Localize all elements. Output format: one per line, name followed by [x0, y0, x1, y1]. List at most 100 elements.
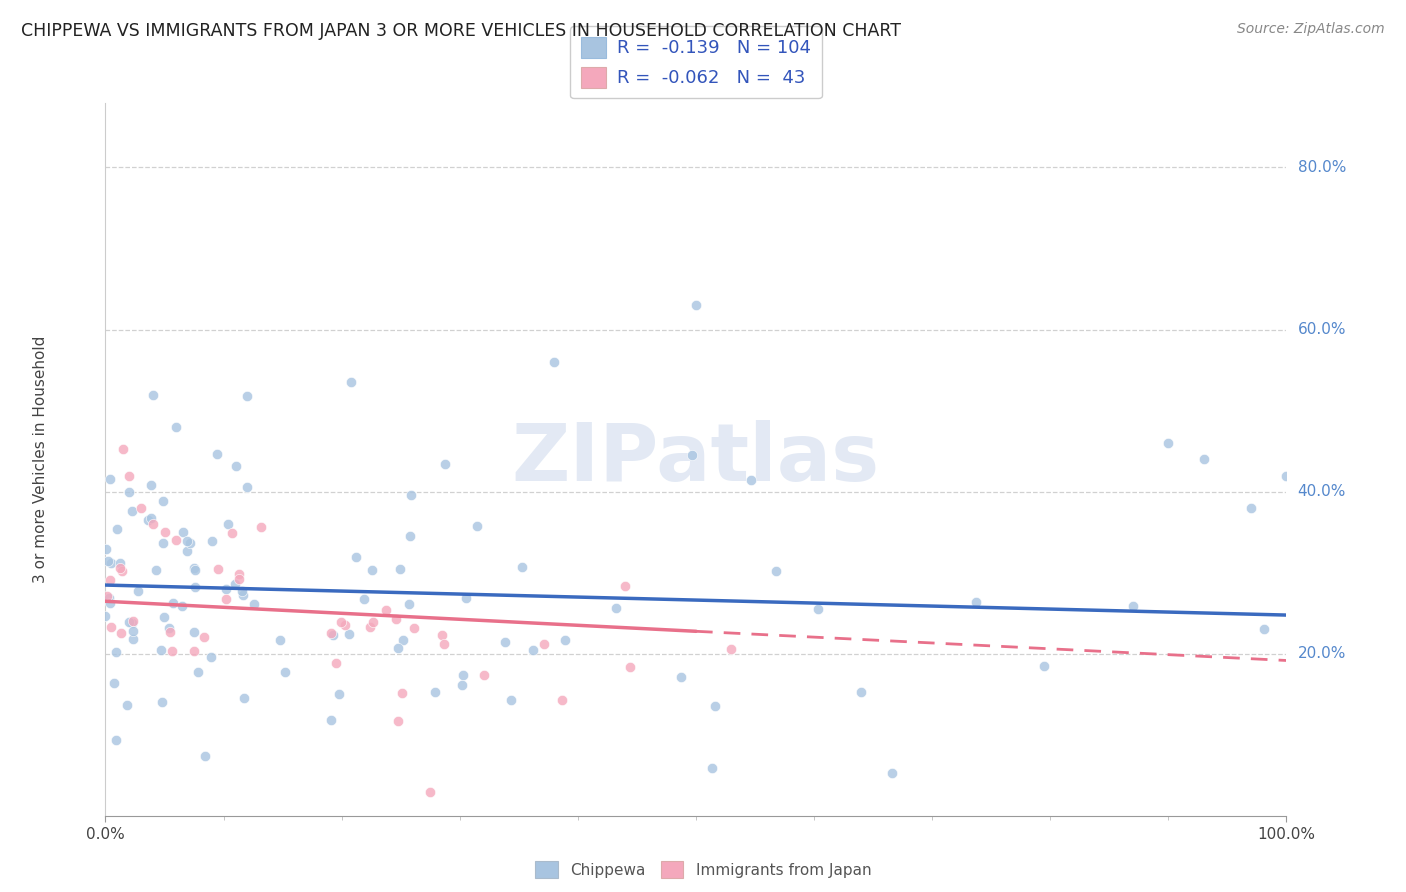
- Point: [159, 624, 181, 639]
- Point: [160, 644, 183, 658]
- Point: [451, 667, 474, 681]
- Point: [387, 641, 409, 656]
- Point: [108, 561, 131, 575]
- Point: [183, 644, 205, 658]
- Point: [152, 494, 174, 508]
- Point: [551, 693, 574, 707]
- Point: [765, 565, 787, 579]
- Point: [176, 543, 198, 558]
- Point: [228, 573, 250, 587]
- Point: [700, 761, 723, 775]
- Point: [118, 468, 141, 483]
- Point: [224, 576, 246, 591]
- Point: [614, 579, 637, 593]
- Point: [339, 376, 361, 390]
- Point: [110, 626, 132, 640]
- Point: [104, 733, 127, 747]
- Point: [681, 448, 703, 462]
- Point: [100, 596, 122, 610]
- Point: [104, 645, 127, 659]
- Point: [231, 583, 253, 598]
- Point: [121, 632, 143, 646]
- Point: [141, 477, 163, 491]
- Point: [328, 687, 350, 701]
- Point: [236, 480, 259, 494]
- Point: [522, 642, 544, 657]
- Point: [122, 624, 145, 638]
- Point: [187, 665, 209, 679]
- Point: [353, 591, 375, 606]
- Point: [392, 633, 415, 648]
- Point: [740, 474, 762, 488]
- Text: 40.0%: 40.0%: [1298, 484, 1346, 500]
- Point: [387, 714, 409, 729]
- Point: [138, 513, 160, 527]
- Point: [121, 616, 143, 631]
- Point: [1122, 599, 1144, 613]
- Point: [321, 626, 343, 640]
- Point: [127, 584, 149, 599]
- Point: [329, 615, 352, 629]
- Point: [337, 627, 360, 641]
- Point: [142, 517, 165, 532]
- Point: [465, 519, 488, 533]
- Point: [228, 567, 250, 582]
- Point: [152, 695, 174, 709]
- Point: [150, 642, 173, 657]
- Point: [142, 387, 165, 401]
- Point: [388, 562, 411, 576]
- Point: [402, 621, 425, 635]
- Point: [153, 525, 176, 540]
- Text: 3 or more Vehicles in Household: 3 or more Vehicles in Household: [32, 335, 48, 583]
- Point: [359, 620, 381, 634]
- Point: [111, 564, 134, 578]
- Point: [100, 556, 122, 570]
- Point: [97, 554, 120, 568]
- Point: [1032, 659, 1054, 673]
- Point: [344, 549, 367, 564]
- Point: [129, 501, 152, 516]
- Point: [1240, 501, 1263, 516]
- Point: [433, 457, 456, 471]
- Point: [184, 580, 207, 594]
- Point: [425, 685, 447, 699]
- Point: [111, 442, 134, 456]
- Point: [1275, 468, 1298, 483]
- Point: [94, 542, 117, 557]
- Point: [250, 519, 273, 533]
- Point: [165, 533, 187, 548]
- Point: [94, 609, 117, 624]
- Point: [432, 637, 454, 651]
- Point: [172, 524, 194, 539]
- Text: Source: ZipAtlas.com: Source: ZipAtlas.com: [1237, 22, 1385, 37]
- Point: [110, 556, 132, 570]
- Point: [193, 630, 215, 644]
- Point: [273, 665, 295, 679]
- Point: [704, 698, 727, 713]
- Point: [554, 632, 576, 647]
- Text: 20.0%: 20.0%: [1298, 647, 1346, 662]
- Point: [965, 595, 987, 609]
- Legend: R =  -0.139   N = 104, R =  -0.062   N =  43: R = -0.139 N = 104, R = -0.062 N = 43: [569, 26, 823, 98]
- Point: [243, 597, 266, 611]
- Point: [145, 563, 167, 577]
- Point: [117, 485, 139, 500]
- Point: [685, 298, 707, 312]
- Point: [162, 596, 184, 610]
- Point: [419, 785, 441, 799]
- Point: [152, 610, 174, 624]
- Point: [103, 676, 125, 690]
- Point: [363, 615, 385, 629]
- Point: [98, 573, 121, 587]
- Point: [807, 602, 830, 616]
- Point: [619, 660, 641, 674]
- Text: ZIPatlas: ZIPatlas: [512, 420, 880, 499]
- Point: [499, 693, 522, 707]
- Point: [100, 619, 122, 633]
- Point: [221, 525, 243, 540]
- Point: [139, 511, 162, 525]
- Point: [157, 621, 180, 635]
- Point: [225, 458, 247, 473]
- Point: [105, 522, 128, 536]
- Point: [720, 641, 742, 656]
